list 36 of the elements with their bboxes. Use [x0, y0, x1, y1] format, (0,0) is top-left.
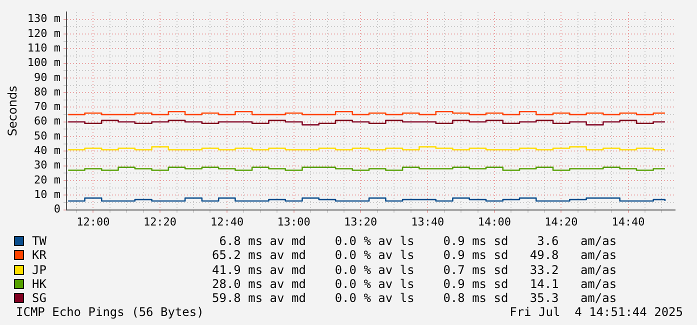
x-tick-label: 13:40: [411, 215, 444, 228]
y-tick-label: 50 m: [34, 129, 61, 142]
x-tick-label: 12:00: [76, 215, 110, 228]
text: 6.8 ms av md 0.0 % av ls 0.9 ms sd 3.6 am/as: [218, 234, 618, 248]
legend-label: SG: [32, 291, 48, 306]
x-tick-label: 14:00: [478, 215, 512, 228]
y-tick-label: 40 m: [34, 144, 61, 158]
y-tick-label: 130 m: [27, 12, 61, 26]
text: Fri Jul 4 14:51:44 2025: [510, 305, 683, 319]
y-tick-label: 20 m: [34, 173, 61, 186]
y-axis-title: Seconds: [5, 86, 20, 136]
text: 65.2 ms av md 0.0 % av ls 0.9 ms sd 49.8 am/as: [211, 248, 618, 262]
legend-label: JP: [32, 262, 48, 277]
text: 28.0 ms av md 0.0 % av ls 0.9 ms sd 14.1 am/as: [211, 277, 618, 292]
x-tick-label: 14:20: [544, 215, 578, 228]
text: 41.9 ms av md 0.0 % av ls 0.7 ms sd 33.2 am/as: [211, 262, 618, 277]
x-tick-label: 12:20: [143, 215, 177, 228]
y-tick-label: 120 m: [27, 26, 61, 40]
y-tick-label: 60 m: [34, 114, 61, 128]
x-tick-label: 13:00: [277, 215, 310, 228]
text: 59.8 ms av md 0.0 % av ls 0.8 ms sd 35.3 am/as: [211, 291, 618, 306]
y-tick-label: 80 m: [34, 85, 61, 98]
x-tick-label: 14:40: [612, 215, 645, 228]
legend-label: TW: [32, 234, 48, 248]
legend-label: KR: [32, 248, 48, 262]
x-tick-label: 12:40: [210, 215, 244, 228]
y-tick-label: 100 m: [27, 56, 61, 70]
y-tick-label: 90 m: [34, 70, 61, 84]
y-tick-label: 30 m: [34, 158, 61, 172]
y-tick-label: 0: [54, 202, 61, 216]
y-tick-label: 70 m: [34, 100, 61, 114]
text: ICMP Echo Pings (56 Bytes): [16, 305, 204, 319]
y-tick-label: 10 m: [34, 188, 61, 202]
y-tick-label: 110 m: [27, 41, 61, 54]
legend-label: HK: [32, 277, 48, 292]
x-tick-label: 13:20: [344, 215, 378, 228]
